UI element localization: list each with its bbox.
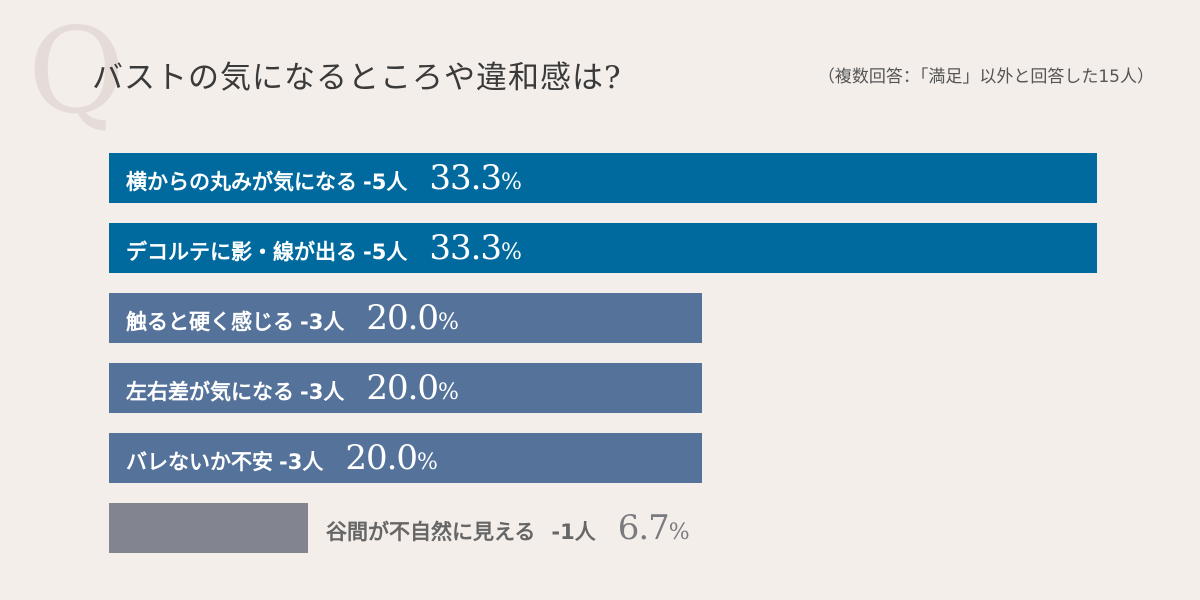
bar-value-label: 20.0 (366, 298, 439, 338)
bar-category-label: 谷間が不自然に見える (326, 520, 536, 544)
bar (109, 503, 308, 553)
bar (109, 363, 702, 413)
percent-sign: % (438, 310, 459, 335)
bar-value-label: 20.0 (345, 438, 418, 478)
bar-count-label: -3人 (279, 450, 324, 474)
bar-label: 横からの丸みが気になる -5人 33.3% (109, 158, 522, 198)
bar-value-label: 33.3 (429, 158, 502, 198)
percent-sign: % (438, 380, 459, 405)
bar-value-label: 20.0 (366, 368, 439, 408)
question-mark-glyph: Q (28, 2, 125, 140)
bar-value-label: 33.3 (429, 228, 502, 268)
respondents-note: （複数回答：「満足」以外と回答した15人） (817, 67, 1154, 87)
bar-count-label: -3人 (300, 310, 345, 334)
bar (109, 223, 1097, 273)
bar-row: 横からの丸みが気になる -5人 33.3% (109, 153, 1097, 203)
bar-row: 谷間が不自然に見える -1人 6.7% (109, 503, 1097, 553)
bar (109, 153, 1097, 203)
bar-value-label: 6.7 (617, 508, 670, 548)
bar-category-label: 触ると硬く感じる (126, 310, 294, 334)
bar-category-label: 左右差が気になる (126, 380, 294, 404)
bar-label: バレないか不安 -3人 20.0% (109, 438, 438, 478)
bar-row: 触ると硬く感じる -3人 20.0% (109, 293, 1097, 343)
bar-category-label: バレないか不安 (126, 450, 273, 474)
bar-label: デコルテに影・線が出る -5人 33.3% (109, 228, 522, 268)
bar-chart: 横からの丸みが気になる -5人 33.3% デコルテに影・線が出る -5人 33.3% 触る… (109, 153, 1109, 573)
percent-sign: % (501, 170, 522, 195)
bar-row: バレないか不安 -3人 20.0% (109, 433, 1097, 483)
bar (109, 293, 702, 343)
bar-category-label: デコルテに影・線が出る (126, 240, 357, 264)
bar-row: デコルテに影・線が出る -5人 33.3% (109, 223, 1097, 273)
percent-sign: % (417, 450, 438, 475)
bar-row: 左右差が気になる -3人 20.0% (109, 363, 1097, 413)
chart-title: バストの気になるところや違和感は? (92, 60, 622, 96)
bar-label: 触ると硬く感じる -3人 20.0% (109, 298, 459, 338)
bar-label: 谷間が不自然に見える -1人 6.7% (326, 508, 690, 548)
bar-count-label: -5人 (363, 170, 408, 194)
bar (109, 433, 702, 483)
bar-label: 左右差が気になる -3人 20.0% (109, 368, 459, 408)
bar-count-label: -1人 (551, 520, 596, 544)
bar-category-label: 横からの丸みが気になる (126, 170, 357, 194)
bar-count-label: -5人 (363, 240, 408, 264)
percent-sign: % (668, 520, 690, 545)
percent-sign: % (501, 240, 522, 265)
bar-count-label: -3人 (300, 380, 345, 404)
